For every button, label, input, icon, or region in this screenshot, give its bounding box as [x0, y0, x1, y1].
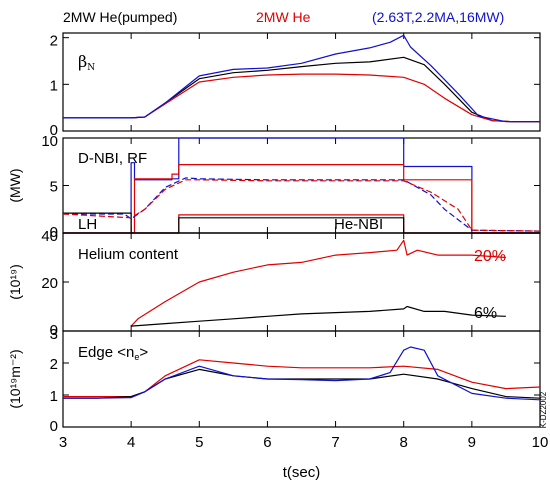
legend-item-black: 2MW He(pumped)	[63, 9, 178, 25]
panel-4-ytick-label-1: 1	[50, 388, 58, 405]
panel-3-ytick-label-0: 0	[50, 322, 58, 339]
panel-4-ytick-label-3: 3	[50, 326, 58, 343]
legend: 2MW He(pumped) 2MW He (2.63T,2.2MA,16MW)	[0, 0, 550, 30]
panel-2-ylabel: (MW)	[7, 168, 23, 202]
panel-2-series-7	[62, 179, 541, 232]
panel-2-series-1	[63, 137, 540, 234]
panel-1-frame	[62, 32, 541, 132]
panel-2-series-2	[63, 164, 540, 234]
panel-1-label: βN	[78, 52, 95, 73]
xtick-label-0: 3	[59, 434, 67, 451]
panel-3-ytick-label-1: 20	[41, 275, 58, 292]
panel-4-frame	[62, 330, 541, 428]
panel-1-series-2	[63, 73, 540, 123]
panel-2-label: D-NBI, RF	[78, 150, 147, 167]
xtick-label-2: 5	[195, 434, 203, 451]
panel-3-label: Helium content	[78, 246, 179, 263]
xtick-label-6: 9	[468, 434, 476, 451]
panel-1-ytick-label-1: 1	[50, 77, 58, 94]
legend-item-red: 2MW He	[256, 9, 311, 25]
panel-4-ytick-label-0: 0	[50, 418, 58, 435]
panel-3-annotation-20pct: 20%	[474, 248, 506, 265]
panel-4-series-2	[63, 368, 541, 399]
xtick-label-5: 8	[400, 434, 408, 451]
panel-2-annotation-lh: LH	[78, 216, 97, 233]
panel-3-ytick-label-2: 40	[41, 228, 58, 245]
panel-2-series-6	[63, 177, 541, 232]
panel-2-ytick-label-1: 5	[50, 179, 58, 196]
xtick-label-1: 4	[127, 434, 135, 451]
panel-1-ytick-label-0: 0	[50, 122, 58, 139]
panel-3-series-2	[131, 305, 506, 327]
xtick-label-4: 7	[331, 434, 339, 451]
panel-3-series-1	[130, 239, 506, 327]
panel-1-series-3	[63, 34, 540, 123]
panel-3-ylabel: (10¹⁹)	[7, 264, 23, 300]
x-axis-label: t(sec)	[283, 464, 321, 481]
panel-4-ylabel: (10¹⁹m⁻²)	[7, 349, 23, 408]
legend-item-blue: (2.63T,2.2MA,16MW)	[372, 9, 505, 25]
panel-4-label: Edge <ne>	[78, 344, 148, 362]
panel-3-annotation-6pct: 6%	[474, 305, 497, 322]
xtick-label-3: 6	[263, 434, 271, 451]
panel-2-ytick-label-2: 10	[41, 133, 58, 150]
panel-4-ytick-label-2: 2	[50, 356, 58, 373]
watermark: K-DZ2002	[539, 391, 548, 428]
panel-1-ytick-label-2: 2	[50, 33, 58, 50]
panel-2-annotation-he-nbi: He-NBI	[334, 216, 383, 233]
panel-4-series-3	[63, 346, 541, 401]
panel-2-ytick-label-0: 0	[50, 224, 58, 241]
xtick-label-7: 10	[532, 434, 549, 451]
